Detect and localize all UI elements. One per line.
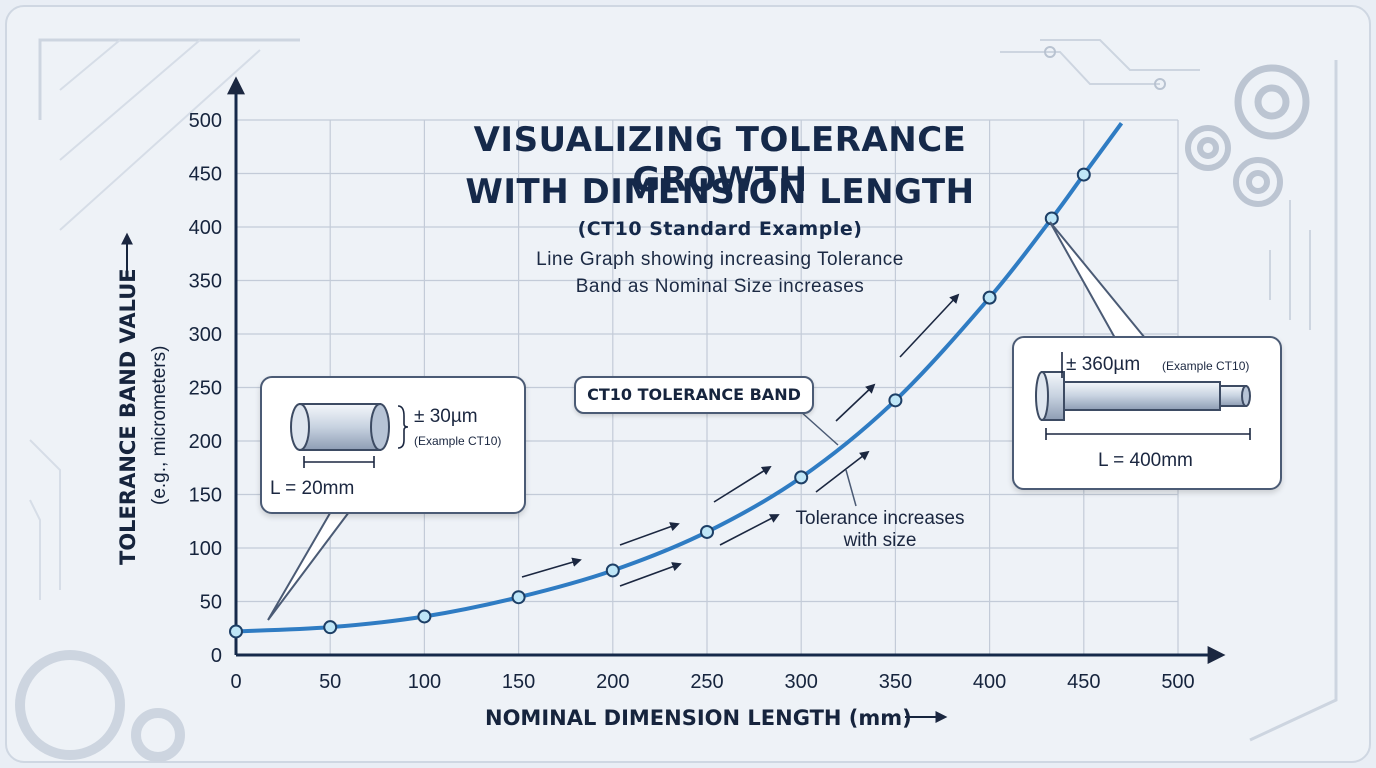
data-point	[511, 590, 526, 605]
small-length-label: L = 20mm	[270, 478, 355, 499]
small-part-callout: ± 30µm (Example CT10) L = 20mm	[260, 376, 526, 514]
subtitle: (CT10 Standard Example)	[577, 218, 863, 240]
growth-note: Tolerance increases with size	[795, 508, 965, 551]
x-tick-label: 150	[502, 671, 535, 693]
description-line-1: Line Graph showing increasing Tolerance	[536, 249, 904, 270]
y-tick-label: 150	[189, 485, 222, 507]
data-point	[794, 470, 809, 485]
title-line-2: WITH DIMENSION LENGTH	[465, 172, 975, 212]
data-point	[982, 290, 997, 305]
band-label: CT10 TOLERANCE BAND	[574, 376, 814, 414]
x-tick-labels: 0 50 100 150 200 250 300 350 400 450 500	[230, 671, 1194, 693]
description-line-2: Band as Nominal Size increases	[575, 276, 865, 297]
large-part-callout: ± 360µm (Example CT10) L = 400mm	[1012, 336, 1282, 490]
x-tick-label: 0	[230, 671, 241, 693]
x-tick-label: 350	[879, 671, 912, 693]
large-tolerance-value: ± 360µm	[1066, 354, 1141, 375]
y-axis-subtitle: (e.g., micrometers)	[149, 346, 170, 505]
gear-icon	[1234, 64, 1310, 140]
data-point	[605, 563, 620, 578]
data-point	[417, 609, 432, 624]
y-tick-label: 350	[189, 271, 222, 293]
x-tick-label: 200	[596, 671, 629, 693]
small-callout-pointer	[267, 507, 353, 621]
y-axis-title: TOLERANCE BAND VALUE	[116, 268, 140, 565]
large-example-label: (Example CT10)	[1162, 359, 1250, 373]
x-tick-label: 500	[1161, 671, 1194, 693]
axes	[227, 76, 1226, 664]
gear-icon	[1185, 125, 1283, 207]
data-points	[229, 167, 1091, 639]
y-tick-label: 100	[189, 538, 222, 560]
short-cylinder-icon	[290, 403, 409, 468]
data-point	[323, 620, 338, 635]
x-axis-title: NOMINAL DIMENSION LENGTH (mm)	[485, 706, 912, 730]
note-pointer	[845, 469, 857, 507]
long-shaft-icon	[1035, 352, 1251, 440]
y-tick-label: 450	[189, 164, 222, 186]
data-point	[1076, 167, 1091, 182]
large-callout-pointer	[1049, 221, 1146, 339]
y-tick-label: 500	[189, 110, 222, 132]
title-line-1: VISUALIZING TOLERANCE GROWTH	[473, 120, 967, 200]
small-tolerance-value: ± 30µm	[414, 406, 478, 427]
x-tick-label: 50	[319, 671, 341, 693]
y-tick-label: 400	[189, 217, 222, 239]
data-point	[229, 624, 243, 639]
large-length-label: L = 400mm	[1098, 450, 1193, 471]
band-label-pointer	[799, 410, 839, 446]
y-tick-label: 250	[189, 378, 222, 400]
y-tick-label: 0	[211, 645, 222, 667]
x-tick-label: 400	[973, 671, 1006, 693]
x-tick-label: 250	[690, 671, 723, 693]
y-tick-labels: 0 50 100 150 200 250 300 350 400 450 500	[189, 110, 222, 667]
data-point	[700, 524, 714, 539]
data-point	[888, 393, 903, 408]
growth-arrows	[521, 293, 960, 587]
x-tick-label: 300	[785, 671, 818, 693]
y-tick-label: 300	[189, 324, 222, 346]
y-tick-label: 200	[189, 431, 222, 453]
x-tick-label: 100	[408, 671, 441, 693]
x-tick-label: 450	[1067, 671, 1100, 693]
y-tick-label: 50	[200, 592, 222, 614]
small-example-label: (Example CT10)	[414, 434, 502, 448]
gear-icon	[15, 650, 185, 762]
